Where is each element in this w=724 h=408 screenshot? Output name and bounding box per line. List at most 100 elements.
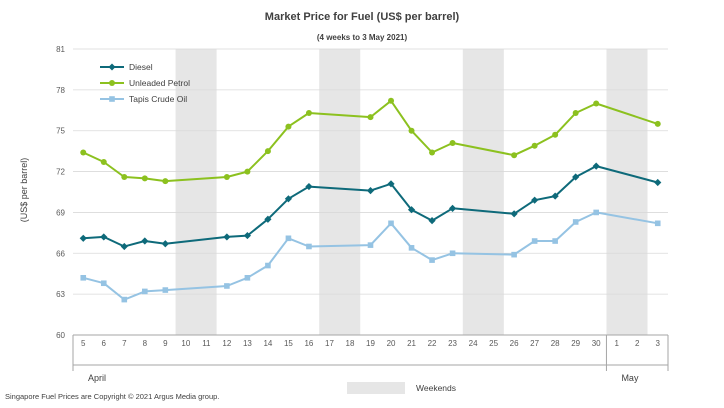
- chart-title: Market Price for Fuel (US$ per barrel): [265, 11, 460, 23]
- data-point: [407, 206, 416, 214]
- data-point: [265, 262, 271, 269]
- data-point: [448, 204, 457, 212]
- legend-label: Unleaded Petrol: [129, 78, 190, 88]
- data-point: [593, 209, 599, 216]
- data-point: [244, 275, 251, 281]
- data-point: [510, 210, 518, 218]
- x-tick-label: 26: [510, 339, 519, 348]
- data-point: [388, 220, 394, 227]
- data-point: [264, 215, 272, 223]
- x-tick-label: 9: [163, 339, 168, 348]
- data-point: [285, 123, 292, 130]
- data-point: [511, 152, 518, 159]
- y-axis-label: (US$ per barrel): [19, 158, 29, 223]
- data-point: [531, 238, 538, 244]
- x-tick-label: 3: [656, 339, 661, 348]
- data-point: [388, 97, 395, 104]
- x-tick-label: 25: [489, 339, 498, 348]
- data-point: [305, 110, 312, 117]
- y-tick-label: 69: [56, 208, 65, 217]
- legend-marker: [108, 63, 116, 71]
- x-tick-label: 28: [551, 339, 560, 348]
- copyright-footer: Singapore Fuel Prices are Copyright © 20…: [5, 392, 219, 401]
- legend: Diesel Unleaded Petrol Tapis Crude Oil: [100, 62, 190, 104]
- x-tick-label: 8: [143, 339, 148, 348]
- data-point: [141, 237, 149, 245]
- weekend-band-4: [606, 49, 648, 335]
- legend-marker: [109, 96, 115, 102]
- x-tick-label: 23: [448, 339, 457, 348]
- data-point: [572, 110, 579, 117]
- weekend-band-1: [175, 49, 217, 335]
- data-point: [121, 296, 128, 303]
- x-tick-label: 10: [181, 339, 190, 348]
- y-tick-label: 78: [56, 86, 65, 95]
- data-point: [654, 178, 662, 187]
- weekend-key: Weekends: [347, 382, 456, 394]
- legend-label: Tapis Crude Oil: [129, 94, 187, 104]
- x-tick-label: 1: [614, 339, 619, 348]
- x-tick-label: 12: [222, 339, 231, 348]
- data-point: [244, 168, 251, 175]
- weekend-key-label: Weekends: [416, 383, 456, 393]
- data-point: [428, 217, 436, 225]
- legend-item: Diesel: [100, 62, 153, 72]
- series-line: [83, 211, 658, 301]
- y-tick-label: 75: [56, 127, 65, 136]
- data-point: [79, 234, 87, 242]
- legend-item: Unleaded Petrol: [100, 78, 190, 88]
- data-point: [408, 127, 415, 134]
- x-tick-label: 27: [530, 339, 539, 348]
- x-tick-label: 5: [81, 339, 86, 348]
- data-point: [285, 235, 292, 242]
- data-point: [161, 240, 169, 248]
- data-point: [429, 257, 435, 263]
- data-point: [367, 242, 374, 248]
- data-point: [100, 233, 108, 241]
- data-point: [243, 231, 251, 240]
- data-point: [80, 149, 87, 156]
- data-point: [367, 114, 374, 121]
- data-point: [449, 139, 456, 146]
- data-point: [80, 275, 87, 281]
- chart-subtitle: (4 weeks to 3 May 2021): [317, 33, 408, 42]
- data-point: [654, 120, 661, 127]
- data-point: [593, 100, 600, 107]
- x-tick-label: 17: [325, 339, 334, 348]
- series-unleaded-petrol: [80, 97, 661, 185]
- month-label-april: April: [88, 373, 106, 383]
- y-tick-label: 60: [56, 331, 65, 340]
- x-tick-label: 24: [469, 339, 478, 348]
- legend-label: Diesel: [129, 62, 153, 72]
- x-tick-label: 7: [122, 339, 127, 348]
- series-line: [82, 99, 659, 183]
- data-point: [162, 287, 169, 293]
- x-tick-label: 15: [284, 339, 293, 348]
- legend-marker: [109, 80, 115, 86]
- data-point: [572, 173, 580, 181]
- data-point: [141, 175, 148, 182]
- data-point: [592, 162, 600, 170]
- x-tick-label: 14: [263, 339, 272, 348]
- data-point: [551, 192, 559, 200]
- data-point: [366, 187, 375, 195]
- x-tick-label: 20: [387, 339, 396, 348]
- data-point: [142, 288, 148, 295]
- series-tapis-crude-oil: [80, 209, 661, 303]
- data-point: [284, 195, 293, 203]
- data-point: [223, 174, 230, 181]
- weekend-band-2: [319, 49, 361, 335]
- x-tick-label: 30: [592, 339, 601, 348]
- data-point: [264, 148, 271, 155]
- x-tick-label: 18: [346, 339, 355, 348]
- data-point: [224, 283, 230, 289]
- data-point: [305, 182, 313, 191]
- x-tick-label: 19: [366, 339, 375, 348]
- data-point: [552, 131, 559, 138]
- x-tick-label: 16: [304, 339, 313, 348]
- x-tick-label: 13: [243, 339, 252, 348]
- month-label-may: May: [621, 373, 639, 383]
- y-tick-label: 66: [56, 249, 65, 258]
- x-tick-label: 21: [407, 339, 416, 348]
